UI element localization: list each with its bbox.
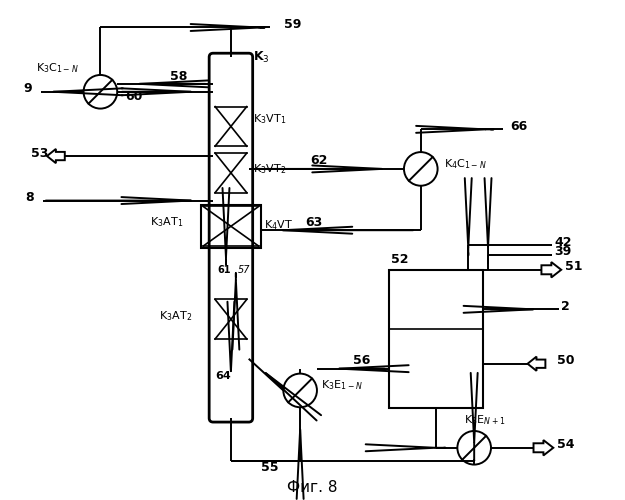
Text: 52: 52 (391, 254, 409, 266)
Polygon shape (534, 440, 553, 456)
Text: K$_3$: K$_3$ (253, 50, 269, 66)
Text: Фиг. 8: Фиг. 8 (287, 480, 338, 495)
Bar (201, 204, 261, 248)
Text: 2: 2 (561, 300, 570, 313)
Bar (389, 270, 483, 408)
Text: 54: 54 (558, 438, 575, 452)
Text: 63: 63 (305, 216, 322, 229)
Text: 9: 9 (23, 82, 32, 96)
Polygon shape (47, 149, 65, 163)
Text: 59: 59 (284, 18, 302, 31)
Text: 58: 58 (169, 70, 187, 84)
Text: 50: 50 (558, 354, 575, 368)
Text: K$_3$E$_{N+1}$: K$_3$E$_{N+1}$ (464, 413, 506, 427)
Text: 39: 39 (554, 246, 571, 258)
Text: K$_4$VT: K$_4$VT (264, 218, 292, 232)
Text: 42: 42 (554, 236, 572, 248)
Text: K$_3$AT$_2$: K$_3$AT$_2$ (159, 310, 192, 323)
Text: 8: 8 (25, 191, 34, 204)
Text: K$_3$C$_{1-N}$: K$_3$C$_{1-N}$ (36, 61, 79, 75)
Text: K$_3$E$_{1-N}$: K$_3$E$_{1-N}$ (321, 378, 362, 392)
Polygon shape (528, 356, 546, 371)
Text: 56: 56 (352, 354, 370, 368)
Text: 55: 55 (261, 461, 278, 474)
Text: 62: 62 (310, 154, 328, 168)
Text: K$_4$C$_{1-N}$: K$_4$C$_{1-N}$ (444, 157, 486, 171)
Text: 51: 51 (565, 260, 582, 274)
Text: 61: 61 (217, 265, 231, 275)
Text: 64: 64 (215, 370, 231, 380)
Text: K$_3$VT$_2$: K$_3$VT$_2$ (253, 162, 286, 176)
Polygon shape (541, 262, 561, 278)
Text: 53: 53 (31, 146, 49, 160)
Text: 57: 57 (238, 265, 251, 275)
Text: 60: 60 (125, 90, 142, 103)
Text: K$_3$VT$_1$: K$_3$VT$_1$ (253, 112, 286, 126)
Text: 66: 66 (510, 120, 527, 133)
Text: K$_3$AT$_1$: K$_3$AT$_1$ (150, 216, 183, 229)
